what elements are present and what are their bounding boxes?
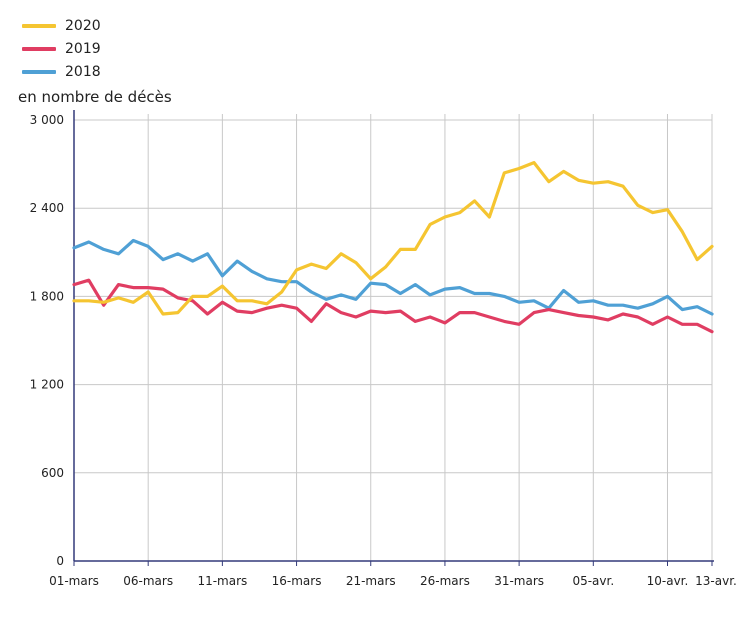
y-tick-label: 2 400	[30, 201, 64, 215]
x-tick-label: 10-avr.	[647, 574, 689, 588]
y-tick-label: 1 200	[30, 378, 64, 392]
legend: 2020 2019 2018	[22, 14, 101, 83]
series-line-2020	[72, 161, 714, 316]
legend-item-2020[interactable]: 2020	[22, 14, 101, 37]
x-tick-label: 31-mars	[494, 574, 544, 588]
x-tick-label: 11-mars	[197, 574, 247, 588]
legend-swatch-2019	[22, 46, 56, 51]
legend-label-2019: 2019	[65, 40, 101, 57]
legend-item-2019[interactable]: 2019	[22, 37, 101, 60]
x-tick-label: 16-mars	[272, 574, 322, 588]
y-tick-label: 1 800	[30, 289, 64, 303]
series-line-2019	[72, 278, 714, 334]
legend-item-2018[interactable]: 2018	[22, 60, 101, 83]
x-tick-label: 13-avr.	[695, 574, 737, 588]
y-tick-label: 0	[56, 554, 64, 568]
x-tick-label: 26-mars	[420, 574, 470, 588]
legend-swatch-2018	[22, 69, 56, 74]
y-axis-label: en nombre de décès	[18, 88, 172, 106]
series-line-2018	[72, 238, 714, 316]
legend-swatch-2020	[22, 23, 56, 28]
legend-label-2020: 2020	[65, 17, 101, 34]
x-tick-label: 21-mars	[346, 574, 396, 588]
x-tick-label: 05-avr.	[572, 574, 614, 588]
x-tick-label: 06-mars	[123, 574, 173, 588]
legend-label-2018: 2018	[65, 63, 101, 80]
y-tick-label: 3 000	[30, 113, 64, 127]
x-tick-label: 01-mars	[49, 574, 99, 588]
y-tick-label: 600	[41, 466, 64, 480]
